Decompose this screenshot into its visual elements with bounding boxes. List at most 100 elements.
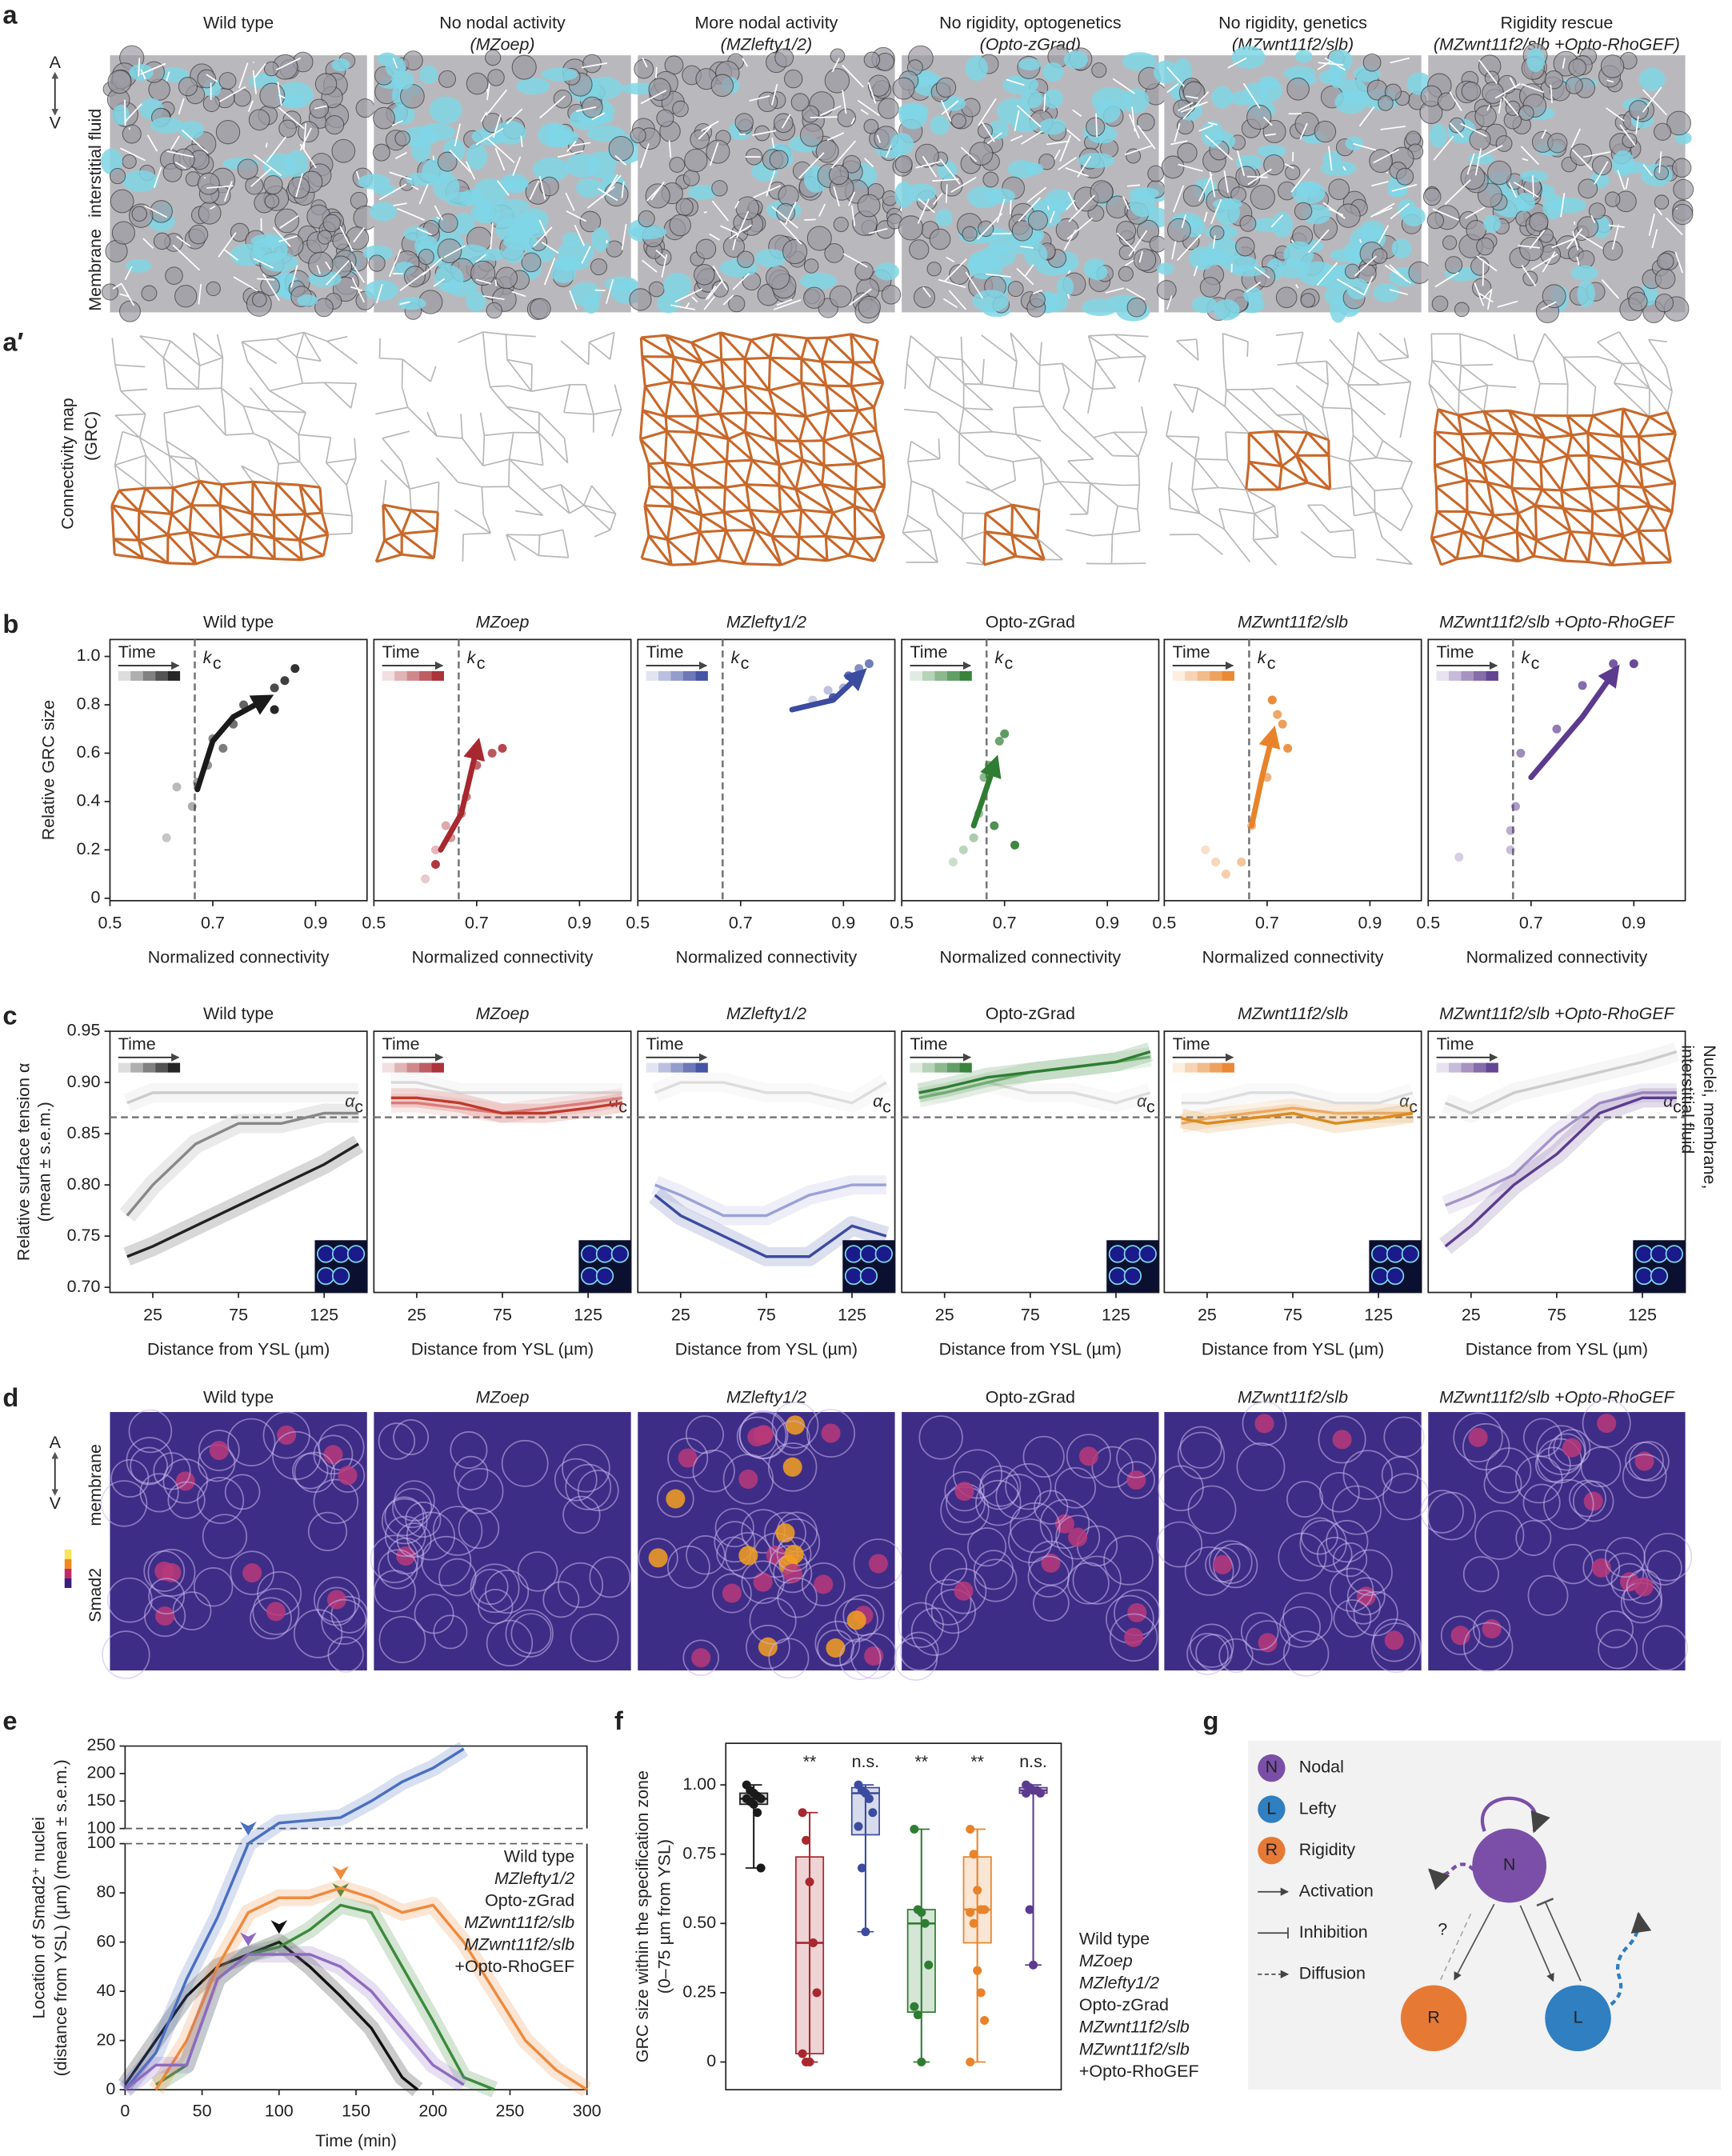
net-edge <box>269 382 303 392</box>
x-tick-label: 0.7 <box>729 914 753 933</box>
grc-edge <box>1569 530 1590 563</box>
nucleus <box>954 1581 974 1601</box>
net-edge <box>233 276 258 292</box>
grc-edge <box>275 482 307 515</box>
net-edge <box>199 357 223 366</box>
net-edge <box>1483 385 1489 412</box>
net-edge <box>1560 193 1566 218</box>
net-edge <box>1562 58 1566 69</box>
net-edge <box>906 363 930 390</box>
net-edge <box>1254 266 1270 279</box>
legend-swatch <box>959 670 972 681</box>
net-edge <box>114 414 141 438</box>
net-edge <box>1648 213 1655 236</box>
net-edge <box>163 413 167 442</box>
cell <box>1250 184 1275 210</box>
cell-outline <box>1473 1610 1511 1648</box>
grc-edge <box>1586 533 1594 562</box>
cell <box>790 93 810 112</box>
net-edge <box>486 138 515 163</box>
cell-outline <box>1005 1463 1052 1510</box>
point <box>980 2016 990 2026</box>
fluid <box>1088 264 1108 281</box>
cell <box>1466 219 1486 241</box>
micrograph <box>1419 42 1694 324</box>
legend-swatch <box>959 1062 972 1073</box>
grc-edge <box>744 385 776 415</box>
nucleus <box>338 1466 358 1486</box>
net-edge <box>436 216 441 220</box>
legend-label: MZwnt11f2/slb <box>1079 2017 1190 2036</box>
cell <box>521 252 542 273</box>
cell <box>1577 250 1595 269</box>
cell-outline <box>1370 1622 1422 1674</box>
grc-edge <box>742 530 757 565</box>
net-edge <box>509 458 543 466</box>
net-edge <box>1062 362 1094 390</box>
point <box>805 1877 814 1886</box>
fluid <box>754 249 786 268</box>
grc-edge <box>697 415 730 440</box>
grc-edge <box>801 358 822 363</box>
trend-arrow <box>194 694 274 793</box>
net-edge <box>221 387 244 407</box>
net-edge <box>961 359 965 384</box>
net-edge <box>382 479 387 506</box>
cell-outline <box>172 1591 212 1630</box>
cell-outline <box>147 1549 196 1597</box>
net-edge <box>1116 232 1136 252</box>
cell-outline <box>777 1577 818 1618</box>
threshold-label: c <box>1005 654 1014 673</box>
cell <box>153 232 171 250</box>
grc-edge <box>1644 561 1671 565</box>
point <box>270 705 279 714</box>
grc-edge <box>172 479 200 490</box>
net-edge <box>929 387 965 409</box>
net-edge <box>945 184 948 203</box>
cell-outline <box>666 1545 710 1589</box>
net-edge <box>1065 166 1089 178</box>
cell <box>803 258 819 274</box>
legend-swatch <box>658 1062 671 1073</box>
legend-swatch <box>1172 670 1186 681</box>
grc-edge <box>1588 486 1619 510</box>
grc-edge <box>1010 505 1014 535</box>
legend-icon <box>1258 1754 1286 1782</box>
grc-edge <box>273 538 276 559</box>
cell-outline <box>1282 1630 1330 1677</box>
legend-swatch <box>1210 670 1222 681</box>
grc-edge <box>743 339 753 360</box>
cell-outline <box>1109 1613 1158 1662</box>
grc-edge <box>1511 486 1542 491</box>
grc-edge <box>1570 434 1590 457</box>
cell <box>263 175 283 195</box>
grc-edge <box>190 504 222 539</box>
chart-title: Opto-zGrad <box>986 1004 1075 1023</box>
grc-edge <box>190 480 202 506</box>
x-tick-label: 0.9 <box>304 914 328 933</box>
net-edge <box>1606 107 1625 122</box>
net-edge <box>1497 300 1518 308</box>
grc-edge <box>829 409 858 413</box>
net-edge <box>298 434 331 438</box>
net-edge <box>981 334 1018 362</box>
grc-edge <box>144 487 173 515</box>
cell-outline <box>1515 1519 1552 1556</box>
net-edge <box>278 235 298 242</box>
net-edge <box>166 71 170 82</box>
net-edge <box>902 532 938 563</box>
grc-edge <box>1539 462 1562 491</box>
grc-edge <box>701 510 725 517</box>
net-edge <box>238 62 249 89</box>
net-edge <box>1590 214 1596 223</box>
net-edge <box>1251 389 1278 416</box>
legend-icon-label: L <box>1266 1798 1276 1818</box>
grc-edge <box>672 505 702 517</box>
net-edge <box>1390 202 1410 220</box>
cell <box>1182 81 1206 104</box>
grc-edge <box>665 334 675 358</box>
nucleus <box>1482 1619 1502 1639</box>
net-edge <box>249 386 271 412</box>
cell-outline <box>1582 1549 1621 1587</box>
cell-outline <box>1483 1465 1522 1504</box>
